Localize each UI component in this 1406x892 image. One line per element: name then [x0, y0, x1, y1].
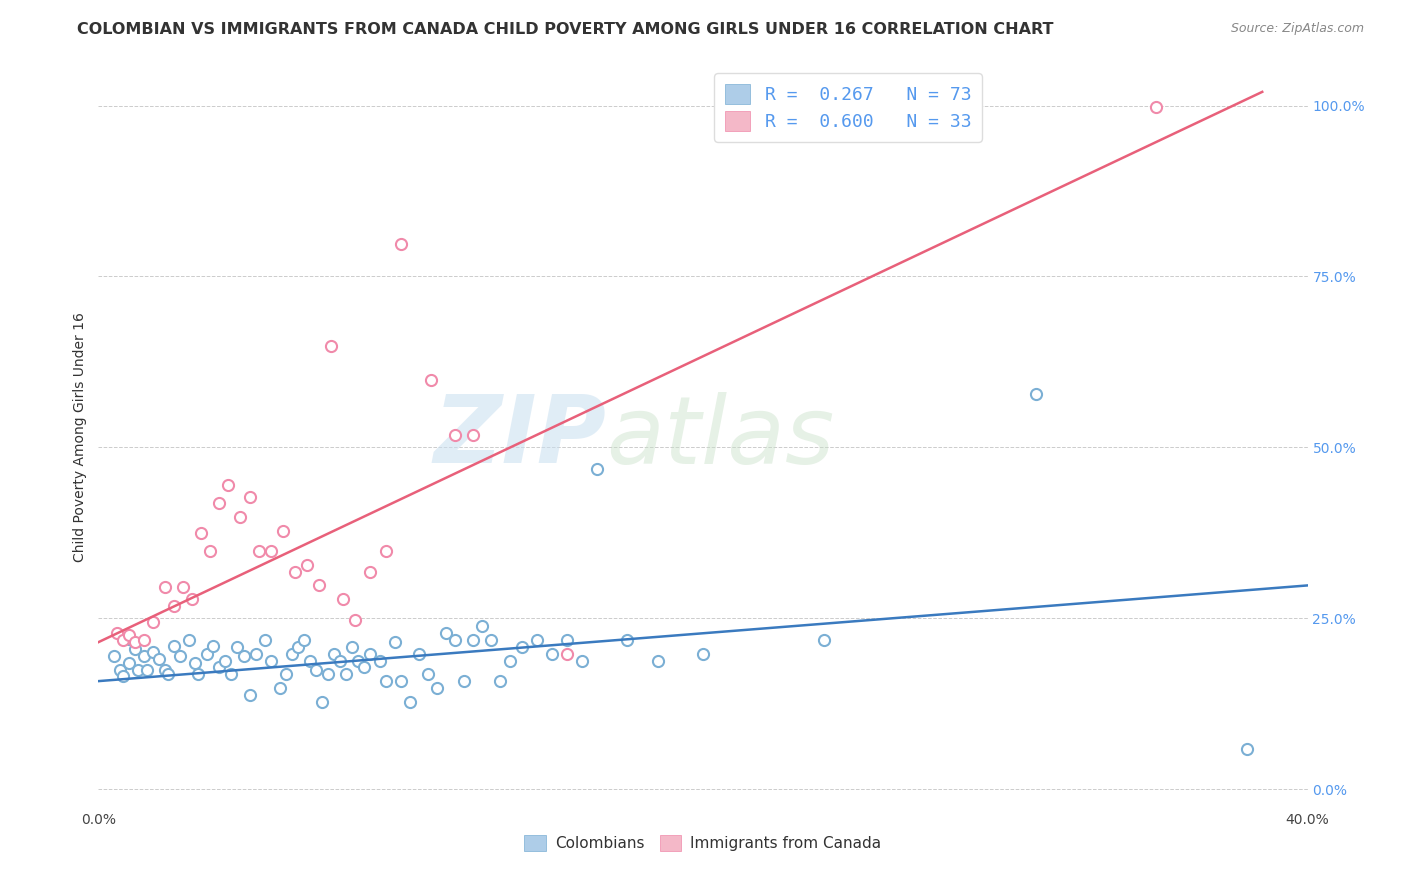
- Text: Source: ZipAtlas.com: Source: ZipAtlas.com: [1230, 22, 1364, 36]
- Legend: Colombians, Immigrants from Canada: Colombians, Immigrants from Canada: [519, 829, 887, 857]
- Text: ZIP: ZIP: [433, 391, 606, 483]
- Text: COLOMBIAN VS IMMIGRANTS FROM CANADA CHILD POVERTY AMONG GIRLS UNDER 16 CORRELATI: COLOMBIAN VS IMMIGRANTS FROM CANADA CHIL…: [77, 22, 1054, 37]
- Text: atlas: atlas: [606, 392, 835, 483]
- Y-axis label: Child Poverty Among Girls Under 16: Child Poverty Among Girls Under 16: [73, 312, 87, 562]
